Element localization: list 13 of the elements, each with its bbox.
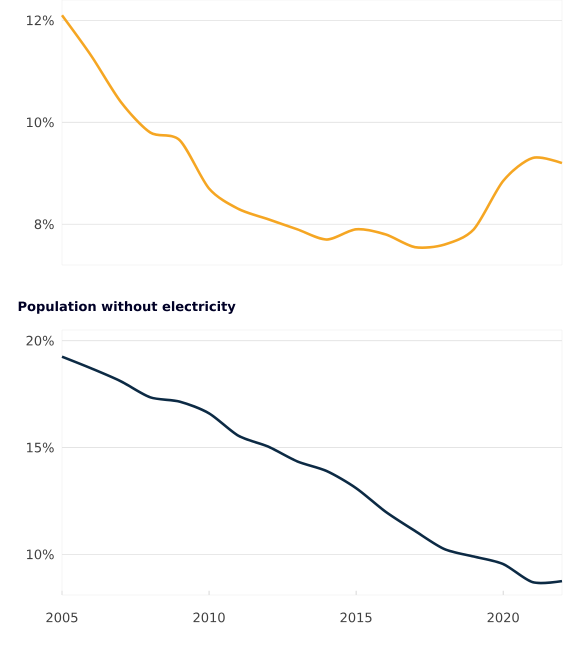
chart-title: Population without electricity [18, 301, 236, 314]
y-tick-label: 10% [27, 549, 54, 560]
y-tick-label: 12% [27, 15, 54, 26]
line-series [60, 355, 564, 584]
y-tick-label: 8% [34, 219, 54, 230]
x-tick-label: 2020 [488, 612, 519, 622]
x-tick-label: 2010 [193, 612, 225, 622]
line-series [60, 14, 564, 249]
x-tick-label: 2005 [46, 612, 78, 622]
y-tick-label: 10% [27, 117, 54, 128]
y-tick-label: 15% [27, 442, 54, 452]
x-tick-label: 2015 [340, 612, 372, 622]
y-tick-label: 20% [26, 336, 54, 346]
